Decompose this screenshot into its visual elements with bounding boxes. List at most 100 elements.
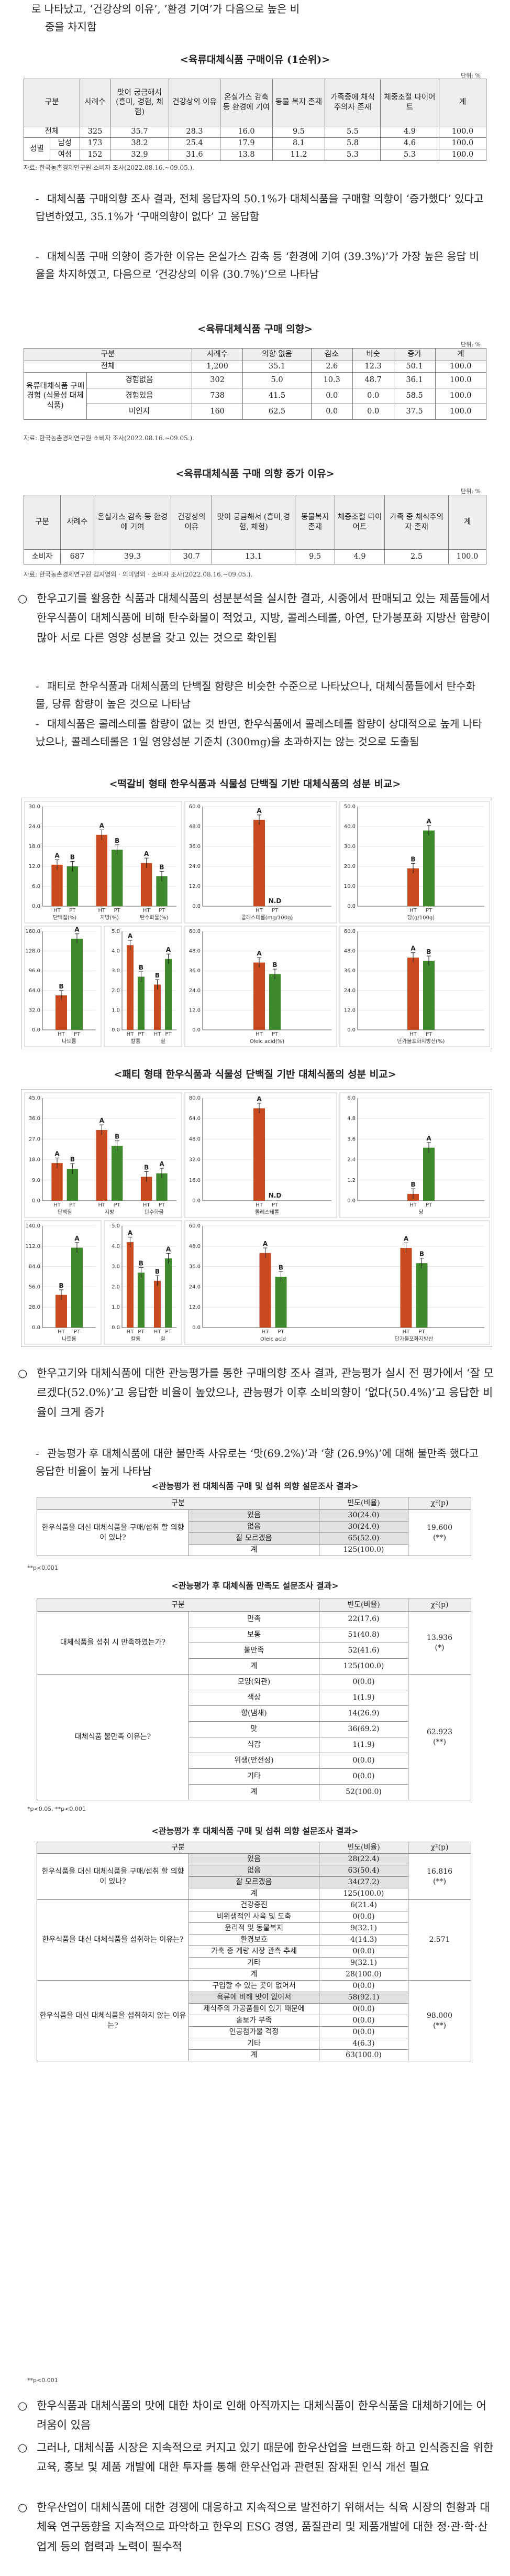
x-series-label: HT	[58, 1329, 65, 1335]
y-tick-label: 24.0	[189, 988, 201, 994]
table-row: 한우식품을 대신 대체식품을 구매/섭취 할 의향이 있나? 있음 30(24.…	[37, 1509, 471, 1556]
survey3-stat: 98.000 (**)	[408, 1980, 471, 2061]
y-tick-label: 10.0	[344, 884, 356, 889]
x-series-label: PT	[272, 1031, 279, 1037]
y-tick-label: 0.0	[112, 1325, 120, 1331]
y-tick-label: 2.4	[347, 1157, 356, 1163]
paragraph-text: 한우식품과 대체식품의 맛에 대한 차이로 인해 아직까지는 대체식품이 한우식…	[37, 2399, 486, 2432]
significance-label: B	[426, 948, 431, 955]
table3-header-cell: 온실가스 감축 등 환경에 기여	[93, 495, 172, 550]
table-row: 보통 51(40.8)	[37, 1627, 471, 1643]
dash-text: 대체식품 구매 의향이 증가한 이유는 온실가스 감축 등 ‘환경에 기여 (3…	[36, 250, 479, 280]
table-row: 색상 1(1.9)	[37, 1690, 471, 1706]
survey3-title: <관능평가 후 대체식품 구매 및 섭취 의향 설문조사 결과>	[151, 1826, 359, 1836]
significance-label: A	[166, 1245, 171, 1253]
table-row: 계 63(100.0)	[37, 2049, 471, 2061]
x-series-label: PT	[114, 1202, 121, 1208]
y-tick-label: 48.0	[189, 1136, 201, 1142]
x-series-label: PT	[426, 1202, 433, 1208]
x-series-label: PT	[426, 908, 433, 914]
y-tick-label: 112.0	[25, 1244, 40, 1249]
x-category-label: 콜레스테롤(mg/100g)	[241, 915, 293, 921]
y-tick-label: 36.0	[29, 1116, 40, 1122]
y-tick-label: 84.0	[29, 1264, 40, 1270]
table3-cell: 100.0	[448, 549, 486, 564]
significance-label: B	[411, 855, 415, 863]
ht-bar	[253, 820, 265, 906]
survey3-header: χ²(p)	[408, 1842, 471, 1854]
survey3-cell: 비위생적인 사육 및 도축	[189, 1911, 319, 1923]
dash-text: 대체식품 구매의향 조사 결과, 전체 응답자의 50.1%가 대체식품을 구매…	[36, 192, 484, 223]
ht-bar	[51, 1163, 63, 1201]
pt-bar	[138, 1273, 145, 1328]
table3-cell: 2.5	[384, 549, 449, 564]
pt-bar	[423, 961, 435, 1030]
table2-cell: 10.3	[311, 372, 353, 388]
survey3-cell: 구입할 수 있는 곳이 없어서	[189, 1980, 319, 1992]
table3-cell: 39.3	[93, 549, 172, 564]
survey3-stat-value: 2.571	[429, 1936, 450, 1944]
table1-cell: 9.5	[272, 126, 325, 138]
x-series-label: PT	[74, 1329, 81, 1335]
chart-panel: 0.0 12.0 24.0 36.0 48.0 60.0 A HT N.D PT콜레스테롤(mg/…	[184, 801, 337, 923]
table-row: 한우식품을 대신 대체식품을 섭취하는 이유는? 건강증진 6(21.4) 2.…	[37, 1899, 471, 1981]
nd-label: N.D	[269, 1192, 282, 1199]
ht-bar	[141, 1177, 152, 1201]
pt-bar	[66, 866, 78, 906]
table1-cell: 32.9	[110, 149, 169, 161]
survey3-cell: 0(0.0)	[319, 1911, 408, 1923]
survey3-cell: 계	[189, 1969, 319, 1981]
table2-cell: 48.7	[352, 372, 394, 388]
table1-header-cell: 계	[439, 79, 486, 126]
pt-bar	[156, 876, 168, 906]
survey2-cell: 계	[189, 1658, 319, 1675]
survey2-stat-sig: (*)	[435, 1643, 445, 1652]
survey3-cell: 있음	[189, 1853, 319, 1865]
survey3-stat-value: 98.000	[427, 2012, 452, 2020]
y-tick-label: 45.0	[29, 1095, 40, 1101]
dash-item: - 패티로 한우식품과 대체식품의 단백질 함량은 비슷한 수준으로 나타났으나,…	[36, 680, 475, 710]
ht-bar	[154, 1280, 161, 1328]
y-tick-label: 12.0	[189, 1007, 201, 1013]
table2-cell: 1,200	[191, 361, 243, 373]
survey1-cell: 30(24.0)	[319, 1509, 408, 1521]
pt-bar	[112, 1146, 123, 1201]
y-tick-label: 16.0	[189, 1178, 201, 1183]
y-tick-label: 96.0	[29, 968, 40, 974]
y-tick-label: 0.0	[192, 904, 201, 909]
significance-label: B	[279, 1264, 283, 1271]
survey1-cell: 65(52.0)	[319, 1532, 408, 1545]
table2-header-cell: 감소	[311, 348, 353, 361]
x-series-label: PT	[69, 908, 76, 914]
y-tick-label: 12.0	[344, 1007, 356, 1013]
table-row: 제식주의 가공품들이 있기 때문에 0(0.0)	[37, 2003, 471, 2015]
table2-header-cell: 사례수	[191, 348, 243, 361]
y-tick-label: 80.0	[189, 1095, 201, 1101]
y-tick-label: 2.0	[112, 1284, 120, 1290]
survey2-cell: 향(냄새)	[189, 1705, 319, 1722]
y-tick-label: 12.0	[189, 884, 201, 889]
survey2-cell: 1(1.9)	[319, 1690, 408, 1706]
survey3-cell: 28(100.0)	[319, 1969, 408, 1981]
x-series-label: HT	[262, 1329, 270, 1335]
table2-cell: 62.5	[242, 404, 312, 420]
significance-label: A	[426, 1135, 431, 1142]
x-series-label: PT	[418, 1329, 425, 1335]
table-row: 홍보가 부족 0(0.0)	[37, 2015, 471, 2027]
table-row: 육류대체식품 구매경험 (식물성 대체식품) 경험없음 302 5.0 10.3…	[24, 372, 487, 420]
y-tick-label: 0.0	[347, 904, 356, 909]
significance-label: B	[70, 1156, 75, 1163]
survey1-title: <관능평가 전 대체식품 구매 및 섭취 의향 설문조사 결과>	[151, 1481, 359, 1491]
y-tick-label: 0.0	[32, 1198, 40, 1204]
x-series-label: HT	[409, 908, 417, 914]
table2-cell: 302	[191, 372, 243, 388]
table2-cell: 58.5	[393, 388, 436, 404]
intro-line-2: 중을 차지함	[45, 20, 97, 33]
survey2-stat: 62.923 (**)	[408, 1674, 471, 1800]
x-series-label: PT	[138, 1329, 145, 1335]
x-series-label: PT	[272, 908, 279, 914]
significance-label: A	[99, 1117, 105, 1124]
survey3-cell: 계	[189, 1888, 319, 1900]
table2-cell: 50.1	[393, 361, 436, 373]
